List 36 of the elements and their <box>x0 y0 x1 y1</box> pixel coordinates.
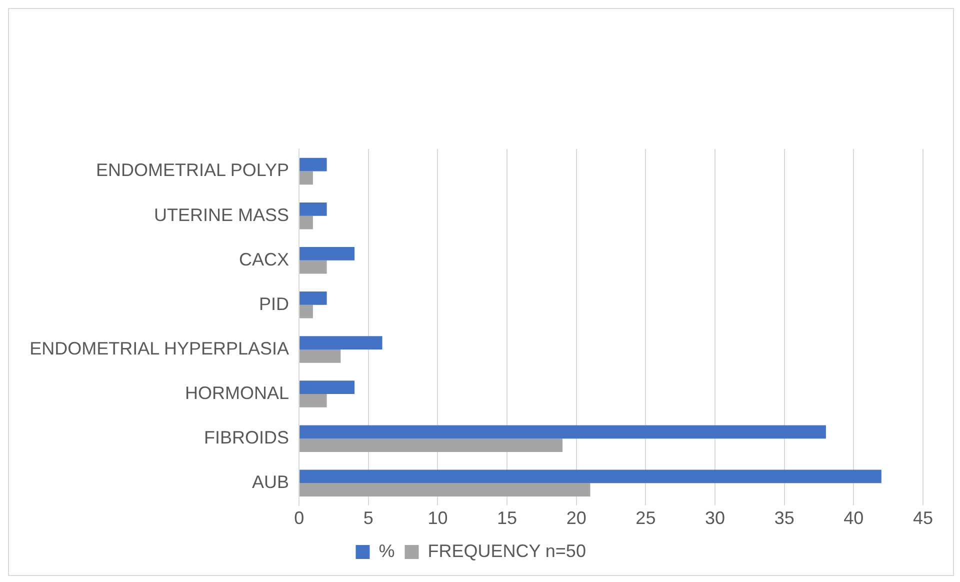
x-tick-label: 30 <box>705 508 726 528</box>
x-tick-label: 25 <box>636 508 656 528</box>
y-tick-label: ENDOMETRIAL POLYP <box>96 160 290 180</box>
legend-label: % <box>378 540 395 561</box>
x-tick-label: 35 <box>774 508 794 528</box>
y-tick-label: HORMONAL <box>185 382 290 403</box>
bar <box>300 438 563 452</box>
legend-label: FREQUENCY n=50 <box>428 540 586 561</box>
x-tick-label: 15 <box>497 508 518 528</box>
bar <box>300 380 355 394</box>
bar <box>300 292 327 305</box>
bar <box>300 260 327 274</box>
bar <box>300 304 313 318</box>
bar <box>300 202 327 216</box>
x-tick-label: 5 <box>363 508 374 528</box>
y-tick-label: FIBROIDS <box>204 428 290 448</box>
bar <box>300 483 590 496</box>
y-tick-label: PID <box>259 294 290 314</box>
bar <box>300 171 313 185</box>
bar <box>300 349 341 363</box>
bar <box>300 470 882 484</box>
y-tick-label: UTERINE MASS <box>154 204 290 225</box>
x-tick-label: 40 <box>844 508 864 528</box>
x-tick-label: 20 <box>566 508 586 528</box>
y-tick-label: AUB <box>252 472 290 492</box>
bar <box>300 216 313 230</box>
x-tick-label: 10 <box>428 508 448 528</box>
bar <box>300 336 382 350</box>
bar <box>300 158 327 172</box>
bar <box>300 425 826 439</box>
y-tick-label: ENDOMETRIAL HYPERPLASIA <box>30 338 290 358</box>
bar <box>300 247 355 260</box>
y-tick-label: CACX <box>239 249 290 270</box>
bar <box>300 394 327 408</box>
x-tick-label: 0 <box>294 508 304 528</box>
x-tick-label: 45 <box>912 508 934 528</box>
